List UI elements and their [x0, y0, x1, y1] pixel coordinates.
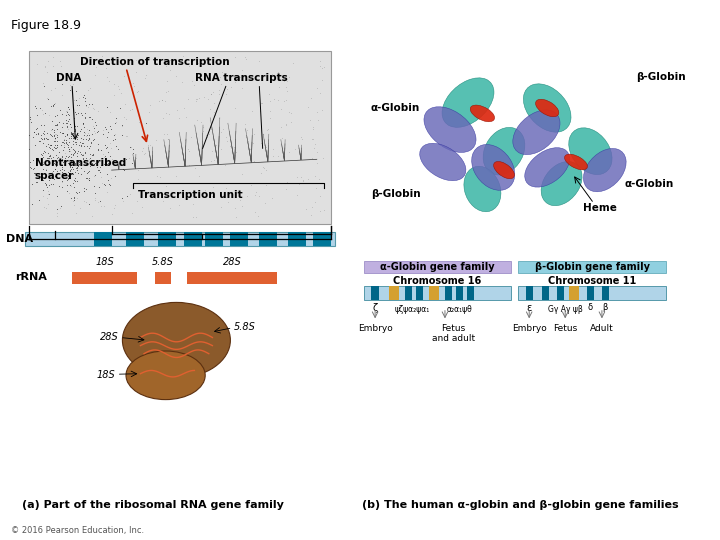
- Text: ψζψα₂ψα₁: ψζψα₂ψα₁: [395, 305, 429, 314]
- Bar: [456, 286, 463, 300]
- Bar: [158, 232, 176, 246]
- Text: © 2016 Pearson Education, Inc.: © 2016 Pearson Education, Inc.: [11, 526, 144, 535]
- Text: 5.8S: 5.8S: [234, 322, 256, 332]
- Bar: [542, 286, 549, 300]
- Text: ζ: ζ: [372, 303, 378, 314]
- Text: Embryo: Embryo: [358, 324, 392, 333]
- Text: Fetus
and adult: Fetus and adult: [432, 324, 475, 343]
- Ellipse shape: [464, 166, 501, 212]
- Bar: [467, 286, 474, 300]
- Text: rRNA: rRNA: [15, 272, 47, 282]
- Text: α-Globin: α-Globin: [625, 179, 674, 188]
- Text: 18S: 18S: [95, 257, 114, 267]
- Text: Gγ Aγ ψβ: Gγ Aγ ψβ: [548, 305, 582, 314]
- Ellipse shape: [525, 147, 570, 187]
- Bar: [288, 232, 306, 246]
- Bar: [94, 232, 112, 246]
- Bar: [364, 286, 511, 300]
- Bar: [405, 286, 412, 300]
- Text: RNA transcripts: RNA transcripts: [195, 73, 287, 83]
- Bar: [313, 232, 331, 246]
- Text: DNA: DNA: [55, 73, 81, 83]
- Ellipse shape: [122, 302, 230, 378]
- Bar: [364, 261, 511, 273]
- Ellipse shape: [424, 107, 476, 152]
- Ellipse shape: [541, 161, 582, 206]
- Text: Chromosome 11: Chromosome 11: [548, 276, 636, 286]
- Bar: [389, 286, 399, 300]
- Bar: [587, 286, 594, 300]
- Bar: [526, 286, 533, 300]
- Text: α-Globin gene family: α-Globin gene family: [380, 262, 495, 272]
- Ellipse shape: [470, 105, 495, 122]
- Text: β-Globin: β-Globin: [636, 72, 686, 82]
- Text: δ: δ: [588, 303, 593, 313]
- Bar: [429, 286, 439, 300]
- Text: 28S: 28S: [223, 257, 242, 267]
- Text: 5.8S: 5.8S: [152, 257, 174, 267]
- Ellipse shape: [564, 154, 588, 170]
- Bar: [29, 51, 331, 224]
- Ellipse shape: [483, 127, 525, 175]
- Text: DNA: DNA: [6, 234, 33, 244]
- Text: β: β: [602, 303, 608, 313]
- Text: β-Globin gene family: β-Globin gene family: [535, 262, 649, 272]
- Text: 28S: 28S: [100, 333, 119, 342]
- Bar: [126, 232, 144, 246]
- Bar: [155, 272, 171, 284]
- Ellipse shape: [569, 128, 612, 174]
- Text: ε: ε: [526, 303, 532, 314]
- Bar: [25, 232, 335, 246]
- Bar: [259, 232, 277, 246]
- Text: Chromosome 16: Chromosome 16: [393, 276, 481, 286]
- Bar: [72, 272, 137, 284]
- Bar: [445, 286, 452, 300]
- Ellipse shape: [583, 148, 626, 192]
- Bar: [602, 286, 609, 300]
- Text: β-Globin: β-Globin: [371, 190, 420, 199]
- Text: (b) The human α-globin and β-globin gene families: (b) The human α-globin and β-globin gene…: [362, 500, 679, 510]
- Bar: [205, 232, 223, 246]
- Text: Fetus: Fetus: [553, 324, 577, 333]
- Ellipse shape: [513, 110, 560, 154]
- Bar: [184, 232, 202, 246]
- Text: Nontranscribed
spacer: Nontranscribed spacer: [35, 158, 126, 181]
- Text: (a) Part of the ribosomal RNA gene family: (a) Part of the ribosomal RNA gene famil…: [22, 500, 284, 510]
- Ellipse shape: [523, 84, 571, 132]
- Ellipse shape: [126, 351, 205, 400]
- Ellipse shape: [472, 145, 515, 190]
- Bar: [371, 286, 379, 300]
- Text: Heme: Heme: [583, 203, 617, 213]
- Ellipse shape: [442, 78, 494, 127]
- Bar: [569, 286, 579, 300]
- Text: α₂α₁ψθ: α₂α₁ψθ: [446, 305, 472, 314]
- Ellipse shape: [420, 143, 466, 181]
- Bar: [187, 272, 277, 284]
- Bar: [518, 261, 666, 273]
- Bar: [518, 286, 666, 300]
- Text: Embryo: Embryo: [512, 324, 546, 333]
- Text: Adult: Adult: [590, 324, 613, 333]
- Bar: [230, 232, 248, 246]
- Text: 18S: 18S: [96, 370, 115, 380]
- Text: Direction of transcription: Direction of transcription: [80, 57, 230, 67]
- Bar: [557, 286, 564, 300]
- Text: Figure 18.9: Figure 18.9: [11, 19, 81, 32]
- Bar: [416, 286, 423, 300]
- Ellipse shape: [536, 99, 559, 117]
- Ellipse shape: [494, 161, 514, 179]
- Text: Transcription unit: Transcription unit: [138, 191, 243, 200]
- Text: α-Globin: α-Globin: [371, 103, 420, 113]
